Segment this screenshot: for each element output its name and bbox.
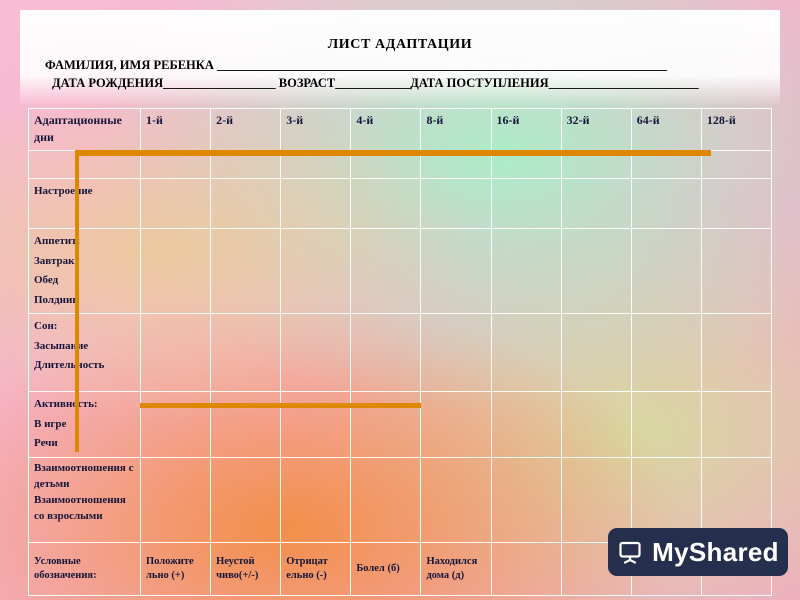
- legend-cell-unstable: Неустой чиво(+/-): [210, 542, 282, 597]
- myshared-logo[interactable]: MyShared: [608, 528, 788, 576]
- empty-cell: [700, 150, 773, 179]
- column-header: 16-й: [490, 108, 562, 151]
- row-label: Аппетит: Завтрак Обед Полдник: [28, 227, 141, 315]
- column-header: 4-й: [350, 108, 422, 151]
- empty-cell: [420, 178, 492, 229]
- table-row-sleep: Сон: Засыпание Длительность: [28, 313, 773, 393]
- empty-cell: [210, 313, 282, 393]
- column-header: 3-й: [280, 108, 352, 151]
- empty-cell: [630, 391, 702, 459]
- empty-cell: [420, 457, 492, 544]
- empty-cell: [420, 313, 492, 393]
- column-header: 32-й: [560, 108, 632, 151]
- column-header: 128-й: [700, 108, 773, 151]
- empty-cell: [700, 178, 773, 229]
- empty-cell: [280, 391, 352, 459]
- row-label: Условные обозначения:: [28, 542, 141, 597]
- orange-bar-vertical: [75, 150, 79, 452]
- empty-cell: [139, 178, 212, 229]
- empty-cell: [700, 227, 773, 315]
- legend-cell-negative: Отрицат ельно (-): [280, 542, 352, 597]
- empty-cell: [560, 313, 632, 393]
- column-header: 2-й: [210, 108, 282, 151]
- empty-cell: [350, 313, 422, 393]
- empty-cell: [280, 457, 352, 544]
- empty-cell: [420, 391, 492, 459]
- child-name-line: ФАМИЛИЯ, ИМЯ РЕБЕНКА ___________________…: [45, 58, 667, 72]
- empty-cell: [139, 391, 212, 459]
- empty-cell: [490, 313, 562, 393]
- legend-cell-home: Находился дома (д): [420, 542, 492, 597]
- column-header-days: Адаптационные дни: [28, 108, 141, 151]
- birth-age-admission-line: ДАТА РОЖДЕНИЯ__________________ ВОЗРАСТ_…: [52, 76, 699, 90]
- legend-cell-positive: Положите льно (+): [139, 542, 212, 597]
- empty-cell: [630, 178, 702, 229]
- empty-cell: [350, 178, 422, 229]
- empty-cell: [350, 457, 422, 544]
- orange-bar-top: [75, 150, 711, 156]
- empty-cell: [139, 457, 212, 544]
- column-header: 8-й: [420, 108, 492, 151]
- empty-cell: [630, 313, 702, 393]
- empty-cell: [560, 391, 632, 459]
- empty-cell: [490, 227, 562, 315]
- row-label: Активность: В игре Речи: [28, 391, 141, 459]
- empty-cell: [700, 391, 773, 459]
- presentation-screen-icon: [617, 539, 643, 565]
- table-row-activity: Активность: В игре Речи: [28, 391, 773, 459]
- empty-cell: [490, 457, 562, 544]
- table-header-row: Адаптационные дни 1-й 2-й 3-й 4-й 8-й 16…: [28, 108, 773, 151]
- empty-cell: [350, 227, 422, 315]
- empty-cell: [280, 313, 352, 393]
- empty-cell: [560, 178, 632, 229]
- column-header: 64-й: [630, 108, 702, 151]
- empty-cell: [350, 391, 422, 459]
- row-label: Сон: Засыпание Длительность: [28, 313, 141, 393]
- empty-cell: [420, 227, 492, 315]
- table-row-appetite: Аппетит: Завтрак Обед Полдник: [28, 227, 773, 315]
- empty-cell: [139, 227, 212, 315]
- table-row-mood: Настроение: [28, 178, 773, 229]
- empty-cell: [280, 178, 352, 229]
- empty-cell: [490, 542, 562, 597]
- column-header: 1-й: [139, 108, 212, 151]
- header-band: ЛИСТ АДАПТАЦИИ ФАМИЛИЯ, ИМЯ РЕБЕНКА ____…: [20, 10, 780, 106]
- empty-cell: [700, 313, 773, 393]
- adaptation-table: Адаптационные дни 1-й 2-й 3-й 4-й 8-й 16…: [28, 108, 773, 597]
- empty-cell: [490, 178, 562, 229]
- orange-bar-middle: [140, 403, 421, 408]
- empty-cell: [560, 227, 632, 315]
- empty-cell: [210, 457, 282, 544]
- empty-cell: [210, 227, 282, 315]
- empty-cell: [490, 391, 562, 459]
- empty-cell: [630, 227, 702, 315]
- row-label: Настроение: [28, 178, 141, 229]
- empty-cell: [210, 391, 282, 459]
- legend-cell-sick: Болел (б): [350, 542, 422, 597]
- empty-cell: [210, 178, 282, 229]
- empty-cell: [280, 227, 352, 315]
- empty-cell: [139, 313, 212, 393]
- page-title: ЛИСТ АДАПТАЦИИ: [327, 37, 473, 52]
- myshared-logo-text: MyShared: [652, 536, 779, 567]
- row-label: Взаимоотношения с детьми Взаимоотношения…: [28, 457, 141, 544]
